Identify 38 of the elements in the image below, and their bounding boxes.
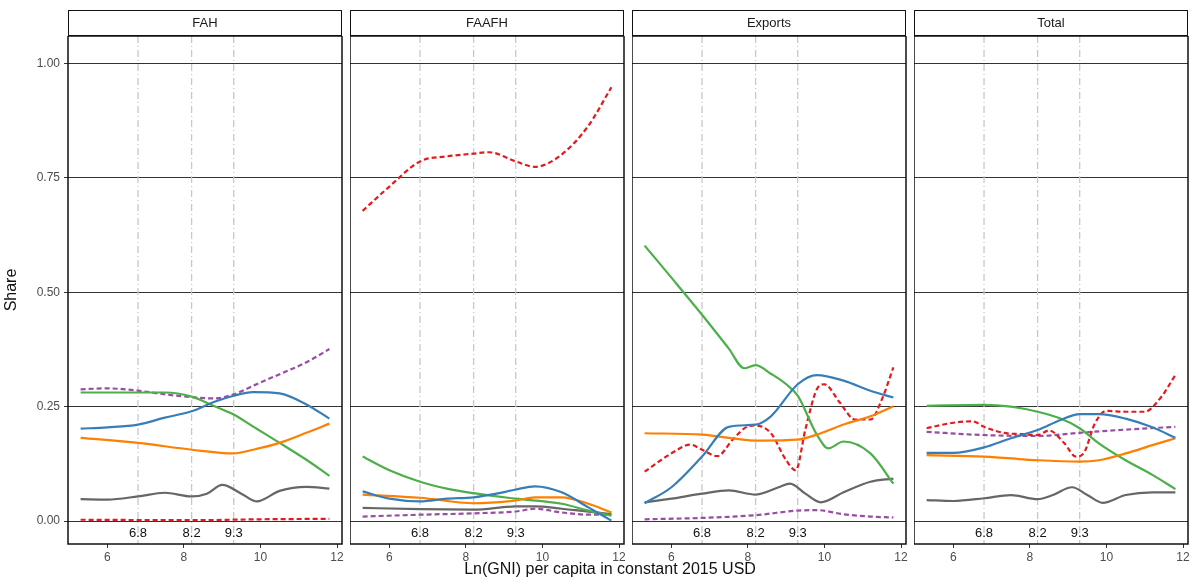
- ref-line-label: 9.3: [506, 524, 525, 540]
- y-tick-label: 0.00: [36, 513, 61, 528]
- y-tick-label: 0.50: [36, 284, 61, 299]
- chart-title: FAH: [68, 10, 342, 36]
- x-tick-label: 10: [253, 549, 268, 564]
- x-tick-label: 10: [817, 549, 832, 564]
- x-tick-label: 8: [1026, 549, 1034, 564]
- ref-line-label: 8.2: [464, 524, 483, 540]
- line-series: [79, 483, 331, 503]
- y-tick-label: 1.00: [36, 55, 61, 70]
- ref-line-label: 8.2: [746, 524, 765, 540]
- x-tick-label: 10: [1099, 549, 1114, 564]
- line-series: [79, 391, 331, 477]
- x-tick-label: 12: [894, 549, 909, 564]
- ref-line-label: 6.8: [410, 524, 430, 540]
- line-series: [79, 390, 331, 430]
- ref-line-label: 8.2: [182, 524, 201, 540]
- ref-line-label: 6.8: [692, 524, 712, 540]
- x-tick-label: 12: [1176, 549, 1191, 564]
- ref-line-label: 9.3: [224, 524, 243, 540]
- line-series: [79, 347, 331, 400]
- chart-title: FAAFH: [350, 10, 624, 36]
- chart-title: Exports: [632, 10, 906, 36]
- chart-title: Total: [914, 10, 1188, 36]
- y-tick-label: 0.75: [36, 170, 61, 185]
- ref-line-label: 9.3: [1070, 524, 1089, 540]
- x-tick-label: 8: [180, 549, 188, 564]
- ref-line-label: 9.3: [788, 524, 807, 540]
- y-axis-title: Share: [2, 268, 20, 312]
- y-tick-label: 0.25: [36, 399, 61, 414]
- x-tick-label: 6: [950, 549, 958, 564]
- x-tick-label: 6: [386, 549, 394, 564]
- ref-line-label: 8.2: [1028, 524, 1047, 540]
- ref-line-label: 6.8: [128, 524, 148, 540]
- ref-line-label: 6.8: [974, 524, 994, 540]
- x-tick-label: 6: [104, 549, 112, 564]
- x-tick-label: 12: [330, 549, 345, 564]
- line-series: [79, 422, 331, 455]
